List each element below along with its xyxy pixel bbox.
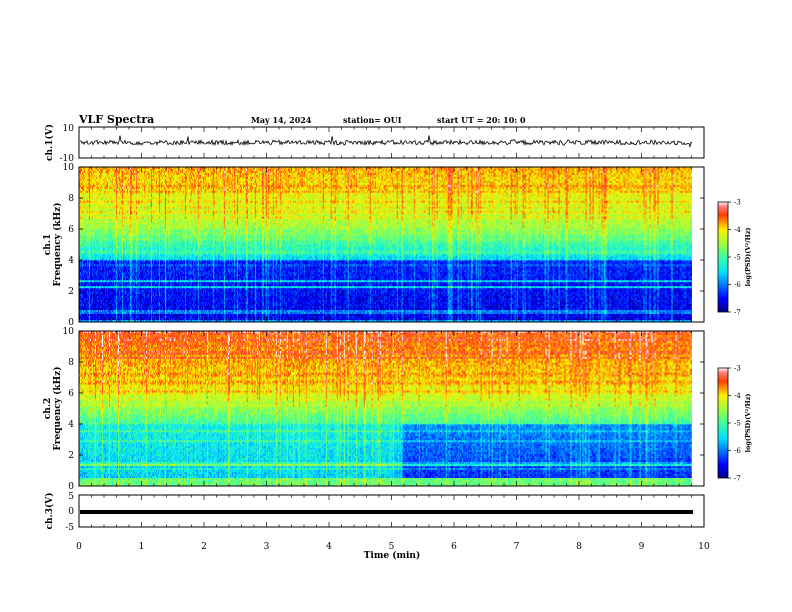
colorbar-tick-label: -5 xyxy=(734,420,741,428)
time-tick-label: 6 xyxy=(451,542,457,552)
time-tick-label: 9 xyxy=(639,542,645,552)
frequency-tick-label: 10 xyxy=(63,163,75,173)
colorbar-tick-label: -3 xyxy=(734,199,741,207)
start-ut-label: start UT = 20: 10: 0 xyxy=(437,115,526,125)
ch3-ytick-bottom: -5 xyxy=(65,523,74,533)
frequency-tick-label: 8 xyxy=(68,194,74,204)
ch3-ytick-mid: 0 xyxy=(68,507,74,517)
colorbar-tick-label: -5 xyxy=(734,254,741,262)
ch1-spectrogram-ylabel-channel: ch.1 xyxy=(43,234,53,255)
frequency-tick-label: 0 xyxy=(68,482,74,492)
station-label: station= OUI xyxy=(343,115,402,125)
x-axis-label: Time (min) xyxy=(364,550,421,561)
time-tick-label: 10 xyxy=(698,542,710,552)
colorbar-tick-label: -4 xyxy=(734,226,741,234)
frequency-tick-label: 6 xyxy=(68,225,74,235)
ch1-spectrogram-ylabel-frequency: Frequency (kHz) xyxy=(52,202,63,286)
frequency-tick-label: 4 xyxy=(68,256,74,266)
frequency-tick-label: 2 xyxy=(68,287,74,297)
ch3-ytick-top: 5 xyxy=(68,492,74,502)
ch1-colorbar-label: log(PSD)(V²/Hz) xyxy=(744,228,752,287)
time-tick-label: 7 xyxy=(514,542,520,552)
time-tick-label: 0 xyxy=(76,542,82,552)
ch3-waveform-panel: 5 0 -5 ch.3(V) xyxy=(44,492,704,533)
frequency-tick-label: 4 xyxy=(68,420,74,430)
time-tick-label: 3 xyxy=(264,542,270,552)
time-tick-label: 4 xyxy=(326,542,332,552)
colorbar-tick-label: -3 xyxy=(734,365,741,373)
ch1-waveform-panel: 10 -10 ch.1(V) xyxy=(44,124,704,164)
ch1-colorbar: -3 -4 -5 -6 -7 log(PSD)(V²/Hz) xyxy=(718,199,752,317)
ch1-waveform-ylabel: ch.1(V) xyxy=(44,124,55,161)
frequency-tick-label: 10 xyxy=(63,327,75,337)
ch3-waveform-ylabel: ch.3(V) xyxy=(44,493,55,530)
ch2-spectrogram-panel: 0 2 4 6 8 10 ch.2 Frequency (kHz) xyxy=(43,327,704,492)
ch1-colorbar-gradient xyxy=(718,202,728,312)
ch1-ytick-top: 10 xyxy=(63,124,75,134)
frequency-tick-label: 8 xyxy=(68,358,74,368)
colorbar-tick-label: -4 xyxy=(734,392,741,400)
colorbar-tick-label: -7 xyxy=(734,475,741,483)
ch2-colorbar-label: log(PSD)(V²/Hz) xyxy=(744,394,752,453)
colorbar-tick-label: -6 xyxy=(734,447,741,455)
ch1-spectrogram-image xyxy=(79,167,692,322)
figure-title: VLF Spectra xyxy=(78,113,154,126)
ch1-waveform-trace xyxy=(80,136,692,148)
frequency-tick-label: 2 xyxy=(68,451,74,461)
ch2-colorbar-gradient xyxy=(718,368,728,478)
colorbar-tick-label: -6 xyxy=(734,281,741,289)
time-tick-label: 8 xyxy=(576,542,582,552)
ch2-spectrogram-image xyxy=(79,331,692,486)
frequency-tick-label: 6 xyxy=(68,389,74,399)
ch2-colorbar: -3 -4 -5 -6 -7 log(PSD)(V²/Hz) xyxy=(718,365,752,483)
colorbar-tick-label: -7 xyxy=(734,309,741,317)
time-tick-label: 1 xyxy=(139,542,145,552)
ch2-spectrogram-ylabel-channel: ch.2 xyxy=(43,398,53,419)
ch2-spectrogram-ylabel-frequency: Frequency (kHz) xyxy=(52,366,63,450)
date-label: May 14, 2024 xyxy=(251,115,312,125)
time-tick-label: 2 xyxy=(201,542,207,552)
